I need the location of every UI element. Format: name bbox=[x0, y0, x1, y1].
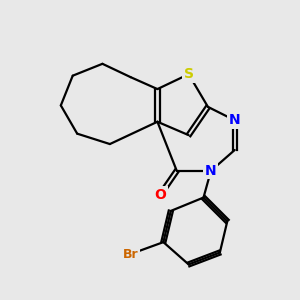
Text: Br: Br bbox=[123, 248, 139, 260]
Text: S: S bbox=[184, 67, 194, 81]
Text: N: N bbox=[205, 164, 217, 178]
Text: N: N bbox=[229, 113, 241, 127]
Text: O: O bbox=[154, 188, 166, 202]
